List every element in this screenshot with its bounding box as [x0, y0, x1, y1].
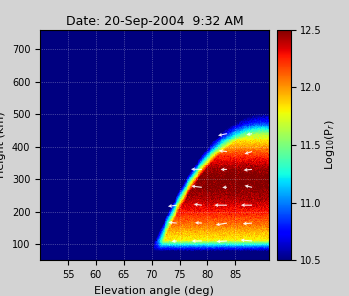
Y-axis label: Log$_{10}$(P$_r$): Log$_{10}$(P$_r$) [324, 120, 337, 170]
Title: Date: 20-Sep-2004  9:32 AM: Date: 20-Sep-2004 9:32 AM [66, 15, 243, 28]
Y-axis label: Height (km): Height (km) [0, 112, 6, 178]
X-axis label: Elevation angle (deg): Elevation angle (deg) [95, 286, 214, 296]
